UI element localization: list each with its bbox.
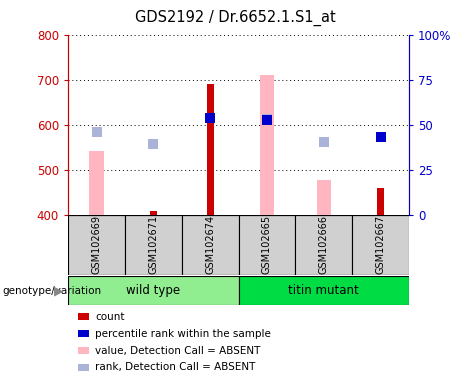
Text: GSM102666: GSM102666 [319, 215, 329, 274]
Bar [295, 215, 352, 275]
Text: wild type: wild type [126, 285, 180, 297]
Bar [125, 215, 182, 275]
Text: genotype/variation: genotype/variation [2, 286, 102, 296]
Text: GSM102665: GSM102665 [262, 215, 272, 274]
Bar [238, 215, 295, 275]
Text: GDS2192 / Dr.6652.1.S1_at: GDS2192 / Dr.6652.1.S1_at [134, 10, 336, 26]
Text: titin mutant: titin mutant [288, 285, 359, 297]
Text: GSM102669: GSM102669 [92, 215, 102, 274]
Bar [68, 276, 238, 305]
Text: GSM102667: GSM102667 [376, 215, 385, 274]
Bar [150, 210, 157, 215]
Text: percentile rank within the sample: percentile rank within the sample [95, 329, 271, 339]
Bar [89, 151, 104, 215]
Bar [317, 180, 331, 215]
Bar [352, 215, 409, 275]
Text: ▶: ▶ [54, 285, 63, 297]
Text: GSM102671: GSM102671 [149, 215, 158, 274]
Text: rank, Detection Call = ABSENT: rank, Detection Call = ABSENT [95, 362, 255, 372]
Bar [377, 188, 384, 215]
Text: GSM102674: GSM102674 [205, 215, 215, 274]
Text: value, Detection Call = ABSENT: value, Detection Call = ABSENT [95, 346, 260, 356]
Bar [182, 215, 238, 275]
Bar [260, 75, 274, 215]
Bar [68, 215, 125, 275]
Bar [238, 276, 409, 305]
Text: count: count [95, 312, 125, 322]
Bar [207, 84, 213, 215]
